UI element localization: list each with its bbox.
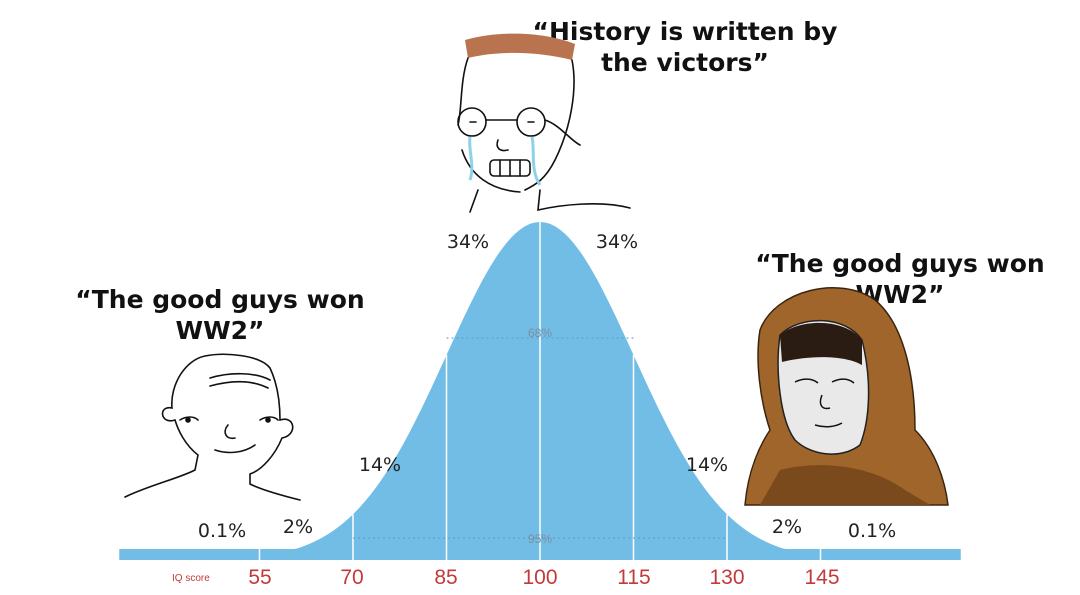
- inner-label-68: 68%: [527, 326, 553, 340]
- x-tick: 85: [434, 566, 458, 589]
- caption-right: “The good guys won WW2”: [755, 249, 1045, 309]
- caption-top: “History is written by the victors”: [532, 17, 838, 77]
- segment-label: 14%: [685, 454, 729, 476]
- x-tick: 145: [804, 566, 840, 589]
- inner-label-95: 95%: [527, 532, 553, 546]
- x-tick: 115: [617, 566, 651, 589]
- segment-label: 0.1%: [847, 520, 897, 542]
- caption-left: “The good guys won WW2”: [75, 285, 365, 345]
- x-axis-label: IQ score: [172, 573, 210, 584]
- segment-label: 2%: [771, 516, 803, 538]
- segment-label: 14%: [358, 454, 402, 476]
- x-tick: 130: [709, 566, 745, 589]
- x-tick: 100: [522, 566, 558, 589]
- segment-label: 34%: [595, 231, 639, 253]
- x-tick: 55: [248, 566, 272, 589]
- segment-label: 34%: [446, 231, 490, 253]
- segment-label: 2%: [282, 516, 314, 538]
- x-tick: 70: [340, 566, 364, 589]
- segment-label: 0.1%: [197, 520, 247, 542]
